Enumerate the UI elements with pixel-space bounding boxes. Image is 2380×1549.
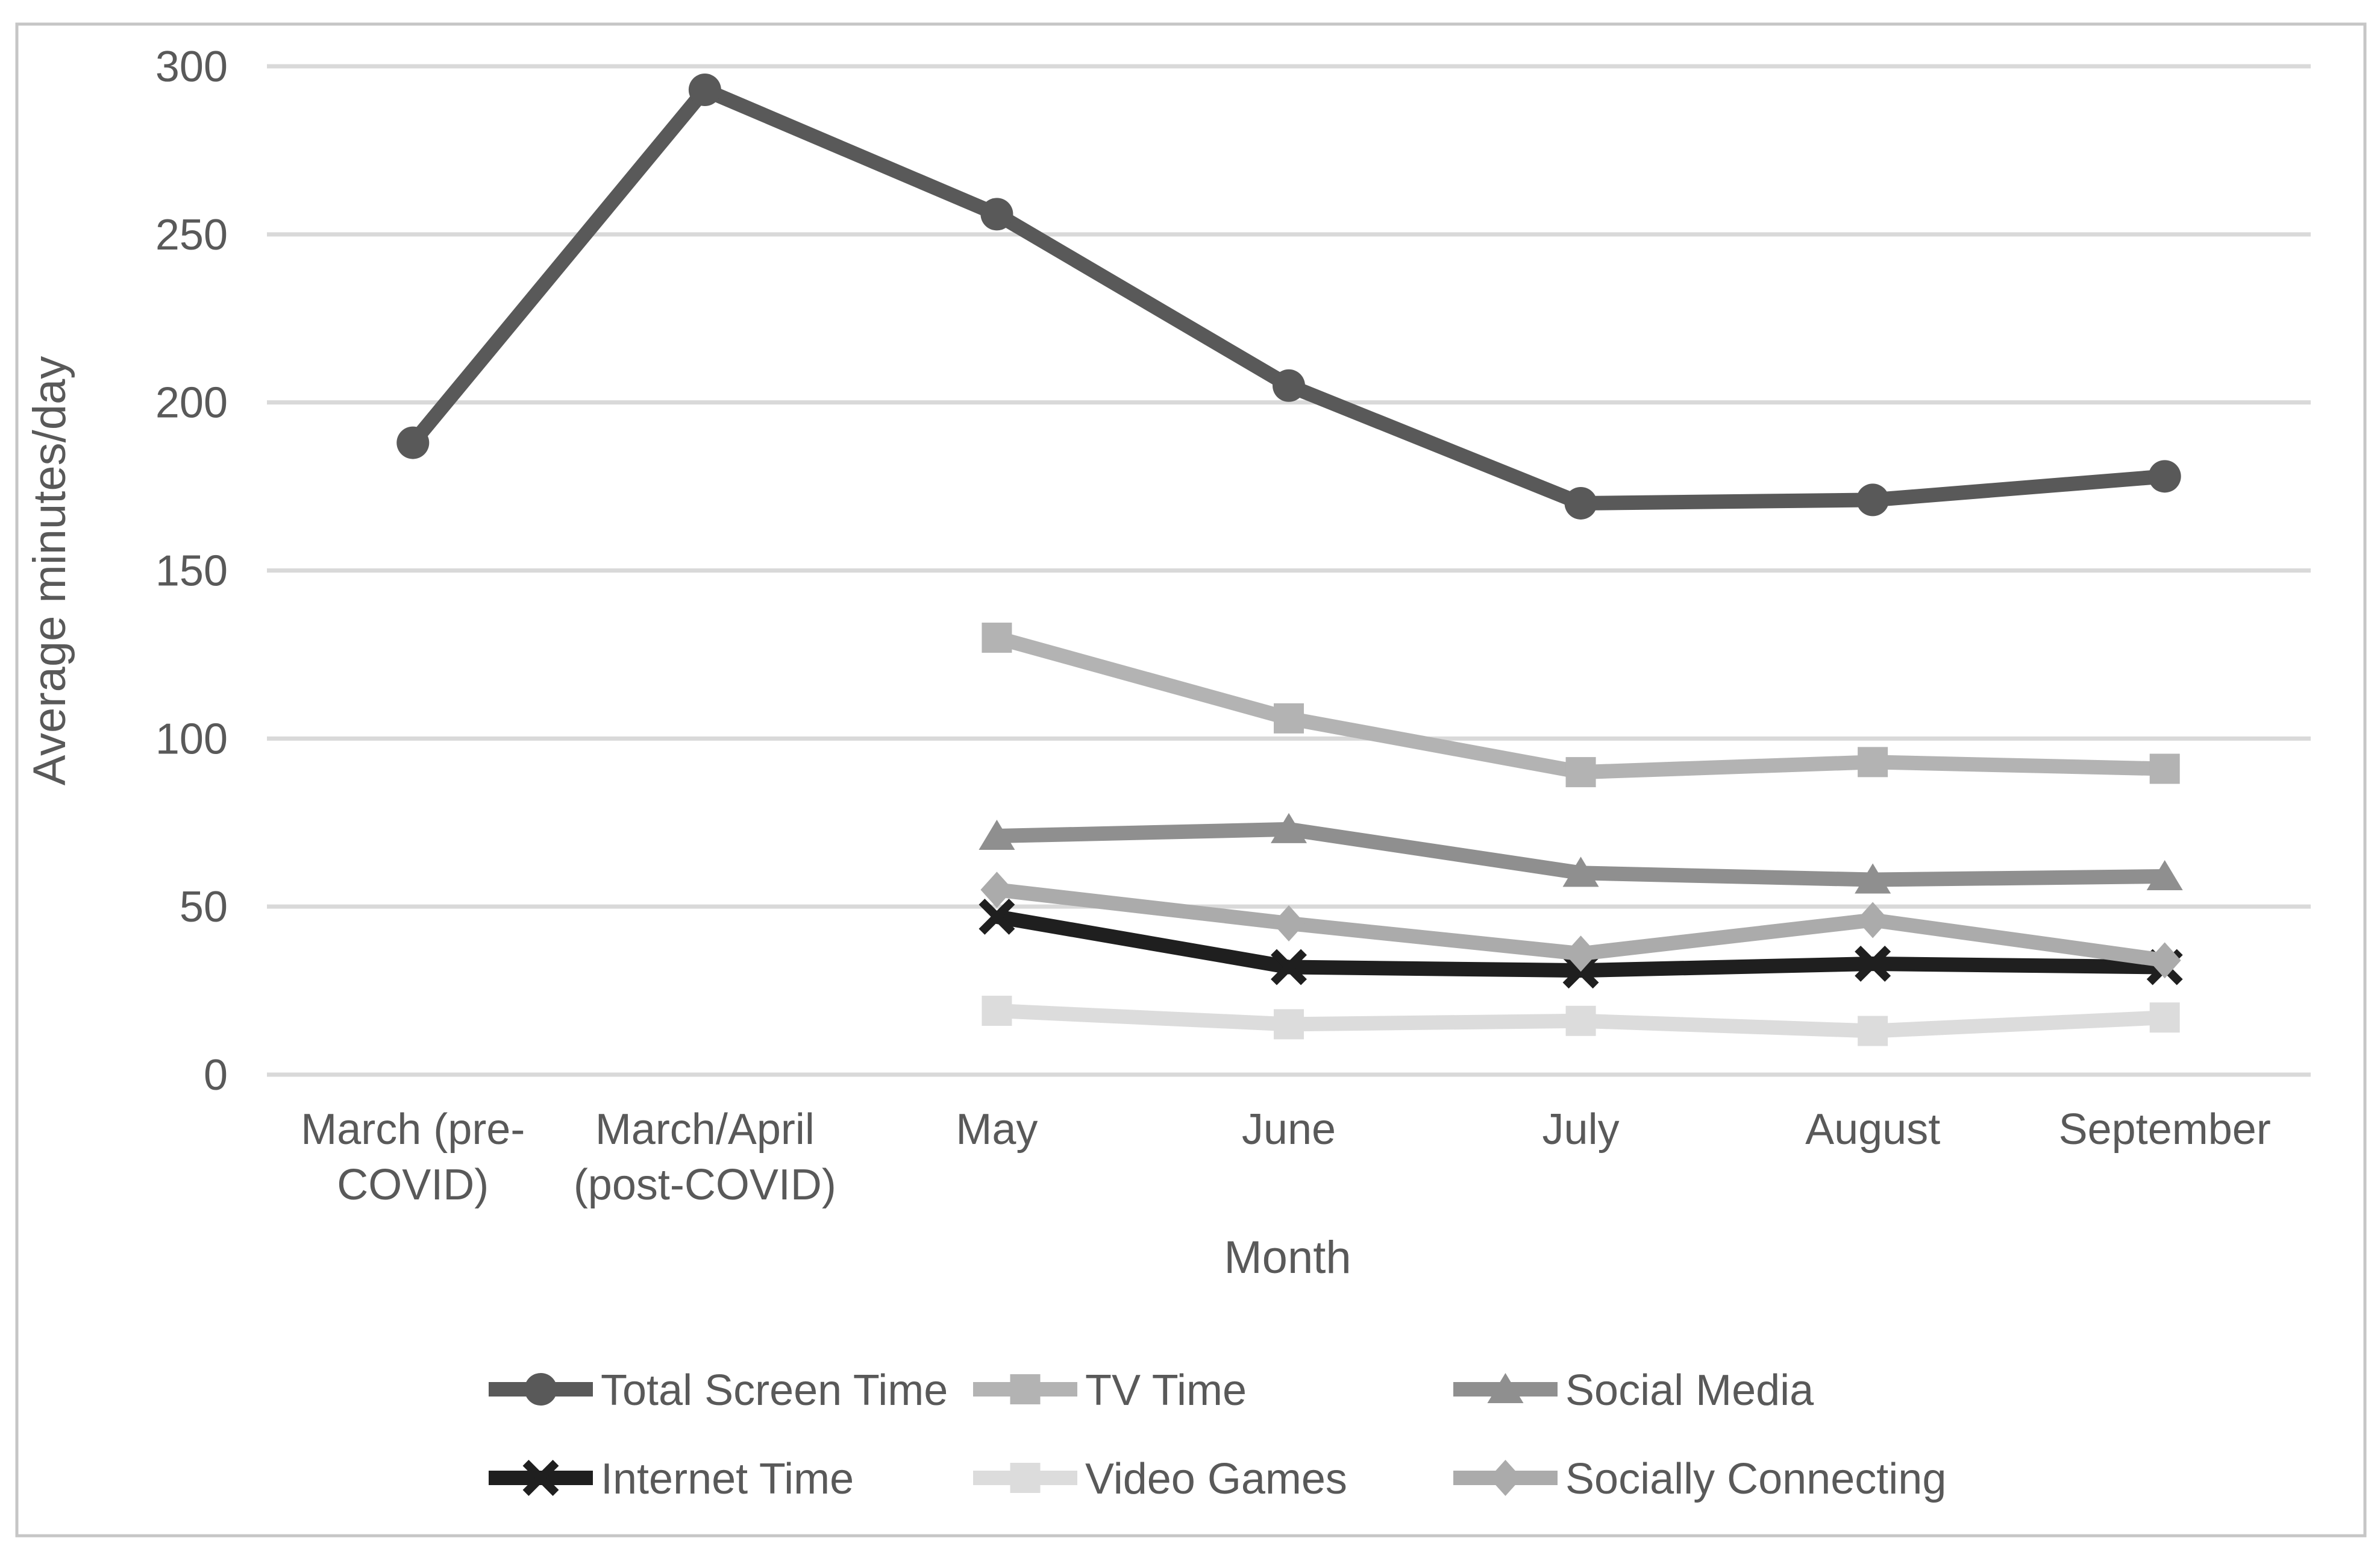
legend-label-internet-time: Internet Time — [601, 1455, 854, 1503]
line-tv-time — [995, 630, 2165, 780]
y-tick-label-0: 0 — [204, 1051, 228, 1099]
x-tick-label-june: June — [1242, 1105, 1336, 1154]
marker-video-games-september — [2149, 1002, 2180, 1033]
series-tv-time — [982, 623, 2180, 788]
legend-marker-tv-time-icon — [1010, 1374, 1041, 1404]
y-axis-title: Average minutes/day — [24, 356, 75, 786]
y-tick-label-200: 200 — [155, 379, 228, 427]
series-video-games — [982, 996, 2180, 1046]
x-tick-label-march-pre-covid--line2: COVID) — [337, 1161, 489, 1209]
marker-social-media-august — [1855, 863, 1891, 894]
legend-label-socially-connecting: Socially Connecting — [1565, 1455, 1946, 1503]
legend-label-video-games: Video Games — [1085, 1455, 1347, 1503]
series-social-media — [979, 812, 2183, 894]
marker-total-screen-time-march-pre-covid- — [396, 426, 430, 459]
legend-label-total-screen-time: Total Screen Time — [601, 1366, 948, 1415]
gridlines-group — [267, 64, 2311, 1077]
marker-socially-connecting-june — [1273, 905, 1305, 942]
legend-label-social-media: Social Media — [1565, 1366, 1814, 1415]
marker-video-games-july — [1565, 1005, 1596, 1036]
legend-item-tv-time: TV Time — [973, 1366, 1247, 1415]
marker-total-screen-time-march-april-post-covid- — [688, 74, 721, 107]
series-total-screen-time — [396, 74, 2181, 520]
marker-total-screen-time-august — [1856, 483, 1890, 517]
x-tick-label-august: August — [1805, 1105, 1940, 1154]
marker-socially-connecting-may — [980, 872, 1013, 908]
marker-internet-time-august — [1855, 946, 1891, 982]
marker-tv-time-july — [1565, 757, 1596, 788]
marker-social-media-june — [1271, 812, 1307, 843]
x-tick-label-september: September — [2059, 1105, 2271, 1154]
legend-label-tv-time: TV Time — [1085, 1366, 1247, 1415]
x-tick-label-march-pre-covid--line1: March (pre- — [301, 1105, 525, 1154]
series-group — [396, 74, 2183, 1046]
legend-marker-video-games-icon — [1010, 1463, 1041, 1493]
marker-tv-time-june — [1274, 703, 1304, 734]
x-tick-label-may: May — [956, 1105, 1038, 1154]
y-tick-label-50: 50 — [180, 883, 228, 931]
x-tick-label-july: July — [1542, 1105, 1620, 1154]
y-tick-label-250: 250 — [155, 211, 228, 259]
x-axis-ticks: March (pre- COVID) March/April (post-COVID)… — [301, 1105, 2271, 1209]
marker-total-screen-time-june — [1273, 369, 1305, 402]
marker-total-screen-time-july — [1564, 486, 1597, 520]
legend-item-social-media: Social Media — [1453, 1366, 1814, 1415]
legend-item-internet-time: Internet Time — [489, 1455, 854, 1503]
marker-total-screen-time-september — [2148, 460, 2181, 493]
legend-marker-total-screen-time-icon — [524, 1373, 557, 1406]
marker-socially-connecting-july — [1564, 935, 1597, 972]
marker-socially-connecting-september — [2148, 942, 2181, 979]
y-tick-label-300: 300 — [155, 43, 228, 91]
marker-tv-time-may — [982, 623, 1012, 653]
y-axis-ticks: 0 50 100 150 200 250 300 — [155, 43, 228, 1099]
marker-tv-time-september — [2149, 753, 2180, 784]
legend-item-socially-connecting: Socially Connecting — [1453, 1455, 1946, 1503]
y-tick-label-100: 100 — [155, 715, 228, 763]
x-tick-label-march-april-post-covid--line2: (post-COVID) — [574, 1161, 836, 1209]
legend-marker-socially-connecting-icon — [1489, 1460, 1522, 1496]
legend: Total Screen Time TV Time Social Media Inte… — [489, 1366, 1946, 1503]
figure-border — [15, 22, 2367, 1538]
legend-item-video-games: Video Games — [973, 1455, 1347, 1503]
legend-item-total-screen-time: Total Screen Time — [489, 1366, 948, 1415]
series-socially-connecting — [980, 872, 2181, 979]
marker-tv-time-august — [1858, 747, 1888, 778]
marker-social-media-july — [1562, 856, 1599, 887]
marker-internet-time-may — [979, 898, 1015, 935]
marker-total-screen-time-may — [980, 198, 1013, 231]
marker-video-games-june — [1274, 1009, 1304, 1040]
marker-video-games-may — [982, 996, 1012, 1026]
y-tick-label-150: 150 — [155, 547, 228, 595]
marker-social-media-may — [979, 820, 1015, 850]
x-tick-label-march-april-post-covid--line1: March/April — [595, 1105, 815, 1154]
legend-marker-social-media-icon — [1487, 1373, 1524, 1403]
marker-internet-time-june — [1271, 949, 1307, 985]
marker-social-media-september — [2146, 859, 2183, 890]
marker-socially-connecting-august — [1856, 902, 1890, 938]
marker-video-games-august — [1858, 1016, 1888, 1046]
legend-marker-internet-time-icon — [522, 1460, 559, 1496]
line-total-screen-time — [407, 83, 2165, 511]
x-axis-title: Month — [1224, 1232, 1351, 1283]
